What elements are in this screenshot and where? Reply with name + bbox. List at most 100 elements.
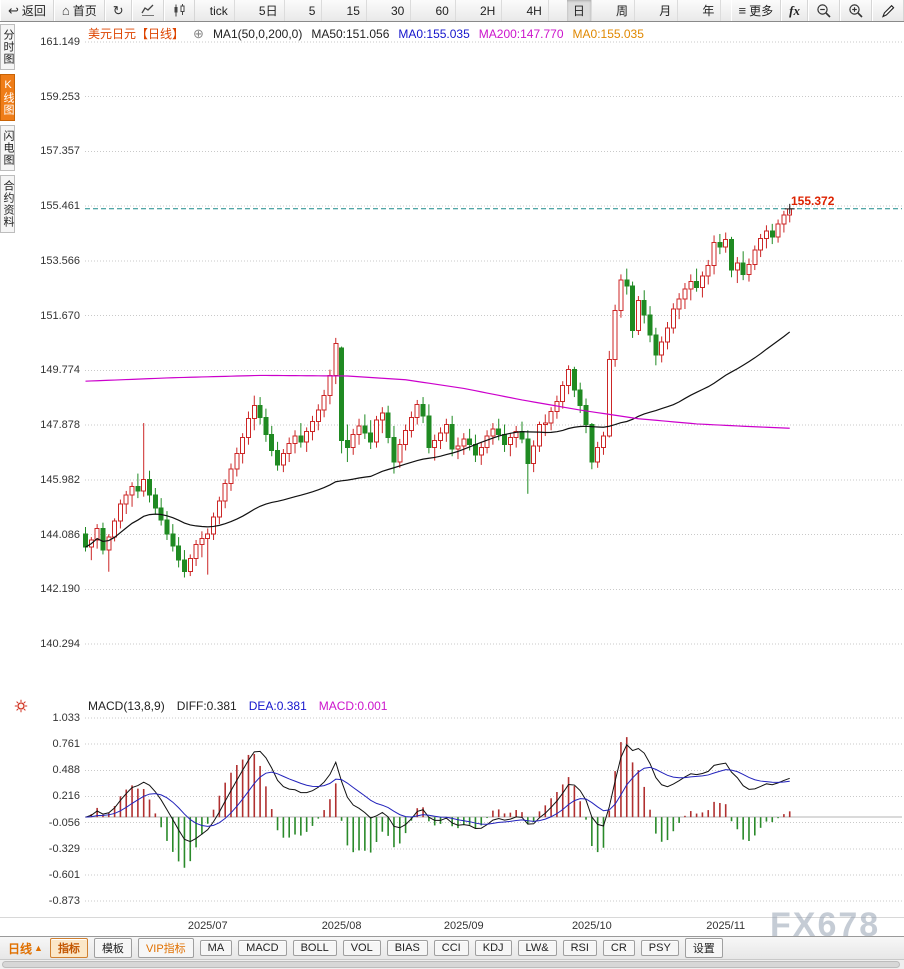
indicator-tab-指标[interactable]: 指标 (49, 938, 88, 958)
macd-tick-label: -0.329 (48, 842, 80, 855)
sidebar-tab-K线图[interactable]: K线图 (0, 74, 15, 121)
price-tick-label: 145.982 (40, 473, 80, 486)
home-button[interactable]: ⌂ 首页 (53, 0, 105, 21)
ma-settings-label: MA1(50,0,200,0) (212, 26, 303, 41)
ma200-readout: MA200:147.770 (478, 26, 564, 41)
price-tick-label: 155.461 (40, 200, 80, 213)
fx-label: fx (789, 2, 800, 18)
zoom-out-icon (817, 3, 831, 18)
back-label: 返回 (21, 4, 46, 18)
indicator-tab-KDJ[interactable]: KDJ (474, 940, 512, 956)
indicator-tab-VOL[interactable]: VOL (342, 940, 381, 956)
price-tick-label: 142.190 (40, 583, 80, 596)
indicator-tab-CCI[interactable]: CCI (433, 940, 469, 956)
period-button-月[interactable]: 月 (653, 0, 679, 21)
period-button-5日[interactable]: 5日 (253, 0, 285, 21)
period-button-2H[interactable]: 2H (474, 0, 503, 21)
macd-diff-readout: DIFF:0.381 (176, 699, 237, 713)
indicator-tab-RSI[interactable]: RSI (562, 940, 597, 956)
price-tick-label: 157.357 (40, 145, 80, 158)
period-button-日[interactable]: 日 (566, 0, 592, 21)
zoom-out-button[interactable] (808, 0, 840, 21)
sidebar-tab-分时图[interactable]: 分时图 (0, 24, 15, 70)
price-tick-label: 147.878 (40, 419, 80, 432)
macd-dea-readout: DEA:0.381 (248, 699, 307, 713)
macd-tick-label: 0.761 (52, 738, 80, 751)
indicator-tab-MACD[interactable]: MACD (238, 940, 287, 956)
current-period-label: 日线 (8, 941, 33, 956)
period-button-周[interactable]: 周 (610, 0, 636, 21)
zoom-in-button[interactable] (840, 0, 872, 21)
candlestick-layer (83, 206, 793, 578)
pencil-icon (881, 4, 895, 18)
macd-tick-label: -0.873 (48, 894, 80, 907)
indicator-tab-MA[interactable]: MA (199, 940, 233, 956)
add-indicator-icon[interactable]: ⊕ (193, 25, 204, 41)
x-axis-label: 2025/08 (321, 920, 362, 932)
period-button-tick[interactable]: tick (204, 0, 235, 21)
indicator-settings-icon[interactable] (14, 699, 28, 713)
indicator-tab-LW&[interactable]: LW& (517, 940, 557, 956)
x-axis-label: 2025/10 (571, 920, 612, 932)
indicator-tab-设置[interactable]: 设置 (684, 938, 723, 958)
x-axis-label: 2025/07 (187, 920, 228, 932)
more-label: 更多 (749, 4, 774, 18)
period-button-15[interactable]: 15 (341, 0, 367, 21)
x-axis-label: 2025/09 (443, 920, 484, 932)
home-icon: ⌂ (61, 3, 70, 18)
sidebar-chart-tabs: 分时图 K线图闪电图合约资料 (0, 24, 15, 233)
back-button[interactable]: ↩ 返回 (0, 0, 54, 21)
sidebar-tab-闪电图[interactable]: 闪电图 (0, 125, 15, 171)
period-button-30[interactable]: 30 (385, 0, 412, 21)
period-button-4H[interactable]: 4H (520, 0, 549, 21)
indicator-tab-PSY[interactable]: PSY (640, 940, 679, 956)
macd-tick-label: 0.216 (52, 790, 80, 803)
indicator-tab-模板[interactable]: 模板 (93, 938, 132, 958)
ma0-readout-blue: MA0:155.035 (398, 26, 470, 41)
macd-bar-readout: MACD:0.001 (318, 699, 388, 713)
candle-chart-icon (174, 4, 185, 17)
refresh-icon: ↻ (112, 3, 124, 18)
period-button-5[interactable]: 5 (303, 0, 323, 21)
formula-button[interactable]: fx (781, 0, 808, 21)
x-axis-label: 2025/11 (706, 920, 746, 932)
draw-button[interactable] (872, 0, 904, 21)
ma0-readout-orange: MA0:155.035 (572, 26, 644, 41)
current-period-indicator[interactable]: 日线 ▲ (8, 940, 43, 957)
grid-lines (85, 41, 902, 902)
indicator-tab-VIP指标[interactable]: VIP指标 (137, 938, 194, 958)
macd-lines (85, 743, 790, 843)
macd-header: MACD(13,8,9) DIFF:0.381 DEA:0.381 MACD:0… (88, 699, 387, 713)
price-tick-label: 151.670 (40, 309, 80, 322)
period-buttons: tick 5日 5 15 30 60 2H 4H 日周月年 (195, 0, 731, 21)
symbol-label: 美元日元 (88, 27, 137, 41)
refresh-button[interactable]: ↻ (104, 0, 132, 21)
price-tick-label: 159.253 (40, 90, 80, 103)
candle-chart-button[interactable] (163, 0, 195, 21)
zoom-in-icon (849, 3, 863, 18)
back-icon: ↩ (8, 3, 19, 18)
macd-tick-label: -0.056 (48, 816, 80, 829)
chart-header: 美元日元 【日线】 ⊕ MA1(50,0,200,0) MA50:151.056… (88, 25, 644, 42)
price-tick-label: 149.774 (40, 364, 80, 377)
period-button-年[interactable]: 年 (696, 0, 722, 21)
period-button-60[interactable]: 60 (429, 0, 456, 21)
chevron-up-icon: ▲ (34, 943, 43, 953)
indicator-tab-BOLL[interactable]: BOLL (292, 940, 337, 956)
last-price-label: 155.372 (791, 193, 835, 208)
scrollbar-thumb[interactable] (2, 961, 900, 968)
price-tick-label: 144.086 (40, 528, 80, 541)
timeline-chart-button[interactable] (131, 0, 164, 21)
indicator-tab-CR[interactable]: CR (602, 940, 635, 956)
indicator-tab-BIAS[interactable]: BIAS (386, 940, 428, 956)
toolbar-top: ↩ 返回 ⌂ 首页 ↻ tick 5日 5 15 30 60 2H 4H 日周月年 ≡ 更多 f… (0, 0, 904, 22)
macd-histogram (90, 737, 791, 868)
axis-separator-line (0, 917, 904, 918)
sidebar-tab-合约资料[interactable]: 合约资料 (0, 175, 15, 233)
more-icon: ≡ (738, 3, 747, 18)
more-button[interactable]: ≡ 更多 (730, 0, 782, 21)
horizontal-scrollbar[interactable] (0, 959, 904, 969)
macd-tick-label: 0.488 (52, 764, 80, 777)
macd-tick-label: -0.601 (48, 868, 80, 881)
